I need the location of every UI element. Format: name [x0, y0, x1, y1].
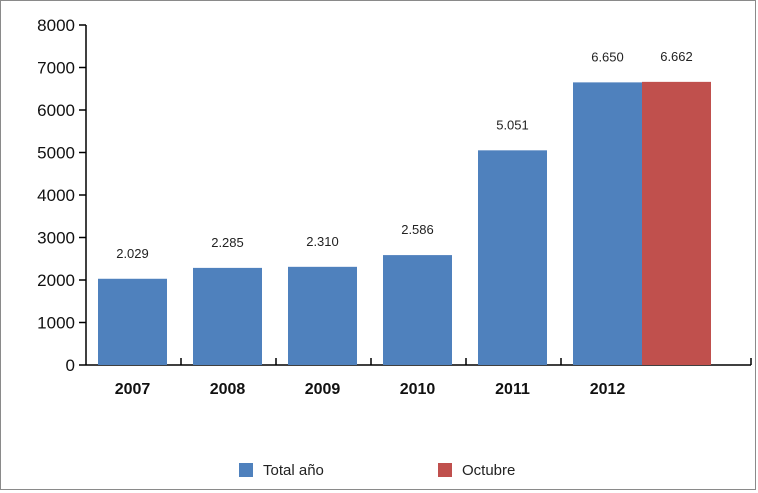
data-label: 2.029 [116, 246, 149, 261]
y-tick-label: 0 [66, 356, 75, 375]
x-tick-label: 2009 [305, 381, 341, 398]
bar-octubre [642, 81, 711, 366]
bar-total-ano [98, 278, 167, 365]
chart-data-labels: 2.029 2.285 2.310 2.586 5.051 6.650 6.662 [116, 49, 693, 261]
x-tick-label: 2008 [210, 381, 246, 398]
y-tick-label: 8000 [37, 16, 75, 35]
y-tick-label: 5000 [37, 144, 75, 163]
legend-label: Total año [263, 462, 324, 479]
y-tick-label: 6000 [37, 101, 75, 120]
bar-total-ano [193, 267, 262, 365]
data-label: 2.285 [211, 235, 244, 250]
legend-label: Octubre [462, 462, 515, 479]
y-tick-label: 1000 [37, 314, 75, 333]
data-label: 5.051 [496, 117, 529, 132]
bar-total-ano [383, 255, 452, 365]
data-label: 6.650 [591, 49, 624, 64]
y-tick-label: 4000 [37, 186, 75, 205]
x-tick-label: 2010 [400, 381, 436, 398]
data-label: 2.586 [401, 222, 434, 237]
data-label: 2.310 [306, 234, 339, 249]
y-tick-label: 2000 [37, 271, 75, 290]
chart-legend: Total año Octubre [239, 462, 515, 479]
legend-swatch [239, 463, 253, 477]
y-tick-label: 3000 [37, 229, 75, 248]
legend-swatch [438, 463, 452, 477]
bar-total-ano [288, 266, 357, 365]
chart-axes: 0 1000 2000 3000 4000 5000 6000 7000 8000 2007 200… [37, 16, 752, 398]
x-tick-label: 2011 [495, 381, 530, 398]
data-label: 6.662 [660, 49, 693, 64]
bar-total-ano [478, 150, 547, 365]
x-tick-label: 2012 [590, 381, 626, 398]
bar-total-ano [573, 82, 642, 365]
y-tick-label: 7000 [37, 59, 75, 78]
x-tick-label: 2007 [115, 381, 151, 398]
chart-bars [98, 81, 711, 366]
